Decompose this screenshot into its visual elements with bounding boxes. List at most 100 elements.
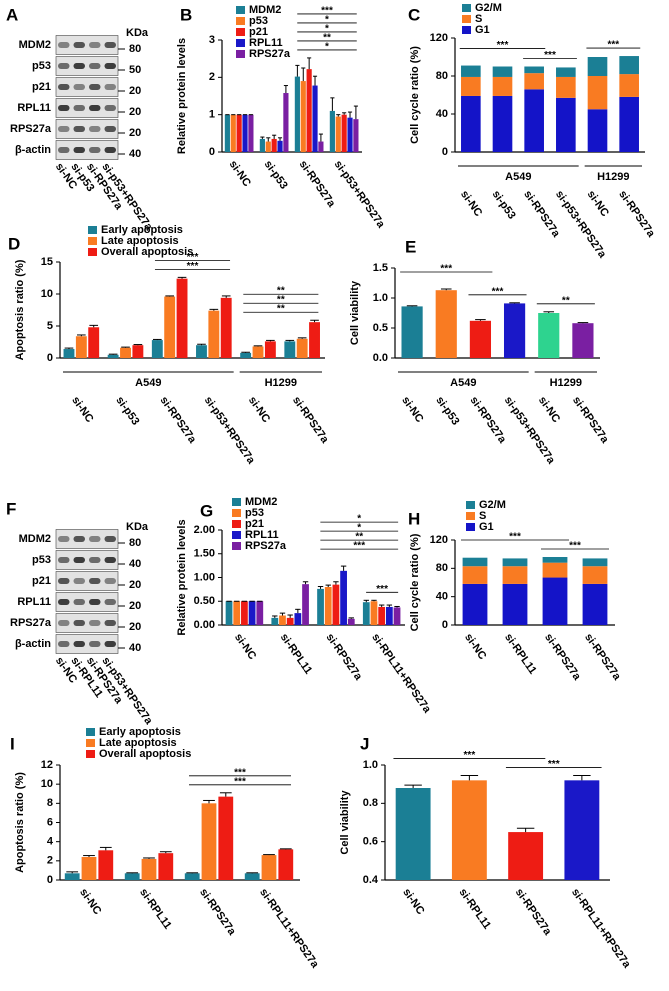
panel-letter: B xyxy=(180,5,192,24)
bar xyxy=(508,832,544,880)
bar-segment xyxy=(524,89,544,152)
legend-swatch xyxy=(466,501,475,509)
group-label: A549 xyxy=(135,377,161,389)
legend-label: MDM2 xyxy=(245,496,277,508)
protein-label: p21 xyxy=(32,81,51,93)
bar xyxy=(309,322,320,358)
bar xyxy=(503,303,526,358)
legend-swatch xyxy=(232,531,241,539)
blot-band xyxy=(58,42,70,48)
y-tick-label: 10 xyxy=(41,778,53,790)
significance-label: ** xyxy=(355,532,363,543)
legend-swatch xyxy=(236,6,245,14)
legend-swatch xyxy=(466,523,475,531)
bar xyxy=(335,116,341,152)
blot-band xyxy=(58,126,70,132)
legend-label: Late apoptosis xyxy=(99,737,177,749)
y-tick-label: 0.00 xyxy=(194,619,215,631)
bar-segment xyxy=(587,76,608,110)
bar xyxy=(208,310,220,358)
y-tick-label: 15 xyxy=(41,256,53,268)
bar xyxy=(271,138,277,152)
y-axis-label: Apoptosis ratio (%) xyxy=(14,259,26,360)
blot-band xyxy=(89,599,101,605)
panel-letter: F xyxy=(6,499,16,518)
legend-label: Early apoptosis xyxy=(99,726,181,738)
panel-letter: C xyxy=(408,5,420,24)
bar xyxy=(283,93,289,152)
bar-segment xyxy=(492,66,513,77)
legend-swatch xyxy=(232,520,241,528)
y-tick-label: 3 xyxy=(209,34,215,46)
y-tick-label: 0 xyxy=(442,146,448,158)
panel-letter: I xyxy=(10,734,15,753)
blot-band xyxy=(73,536,85,542)
x-tick-label: si-NC xyxy=(77,887,103,917)
bar-segment xyxy=(461,95,481,152)
panel-letter: D xyxy=(8,234,20,253)
bar xyxy=(124,873,140,880)
bar xyxy=(240,352,252,358)
blot-band xyxy=(104,578,116,584)
bar xyxy=(278,849,294,880)
bar xyxy=(242,114,248,152)
x-tick-label: si-RPS27a xyxy=(158,395,199,447)
bar xyxy=(347,117,353,152)
bar-segment xyxy=(619,74,639,97)
legend-swatch xyxy=(86,739,95,747)
bar xyxy=(469,320,492,358)
bar xyxy=(294,76,300,152)
bar xyxy=(294,613,302,625)
bar-segment xyxy=(462,557,488,567)
bar xyxy=(401,306,423,358)
blot-band xyxy=(58,84,70,90)
legend-label: Early apoptosis xyxy=(101,224,183,236)
blot-strip xyxy=(55,634,119,654)
bar xyxy=(164,296,176,358)
blot-band xyxy=(58,63,70,69)
bar xyxy=(120,347,131,358)
blot-band xyxy=(89,557,101,563)
bar xyxy=(324,587,332,625)
blot-strip xyxy=(55,77,119,97)
x-tick-label: si-RPS27a xyxy=(290,395,331,447)
bar-segment xyxy=(542,557,568,563)
significance-label: *** xyxy=(353,541,365,552)
significance-label: *** xyxy=(492,286,504,297)
blot-band xyxy=(104,536,116,542)
y-tick-label: 8 xyxy=(47,797,53,809)
bar-segment xyxy=(556,97,576,152)
bar xyxy=(317,588,324,625)
bar-segment xyxy=(502,558,528,567)
bar xyxy=(81,857,97,880)
unit-label: KDa xyxy=(126,27,149,39)
y-tick-label: 4 xyxy=(47,836,54,848)
bar xyxy=(63,349,75,358)
bar xyxy=(370,601,378,625)
blot-band xyxy=(104,42,116,48)
y-tick-label: 0.6 xyxy=(363,836,378,848)
bar xyxy=(88,327,100,358)
group-label: A549 xyxy=(505,171,531,183)
mw-label: 20 xyxy=(129,85,141,97)
blot-band xyxy=(58,620,70,626)
protein-label: RPS27a xyxy=(10,617,52,629)
y-tick-label: 0 xyxy=(209,146,215,158)
y-tick-label: 5 xyxy=(47,320,53,332)
y-axis-label: Cell viability xyxy=(339,790,351,855)
significance-label: ** xyxy=(562,295,570,306)
blot-band xyxy=(73,620,85,626)
bar xyxy=(435,290,457,358)
x-tick-label: si-NC xyxy=(400,887,426,917)
panel-letter: H xyxy=(408,509,420,528)
legend-label: RPS27a xyxy=(245,540,287,552)
x-tick-label: si-RPS27a xyxy=(197,887,238,939)
bar-segment xyxy=(587,109,608,152)
panel-letter: E xyxy=(405,237,416,256)
bar xyxy=(225,601,233,625)
y-tick-label: 0 xyxy=(47,352,53,364)
blot-strip xyxy=(55,56,119,76)
bar-segment xyxy=(502,566,528,584)
x-tick-label: si-NC xyxy=(227,159,253,189)
